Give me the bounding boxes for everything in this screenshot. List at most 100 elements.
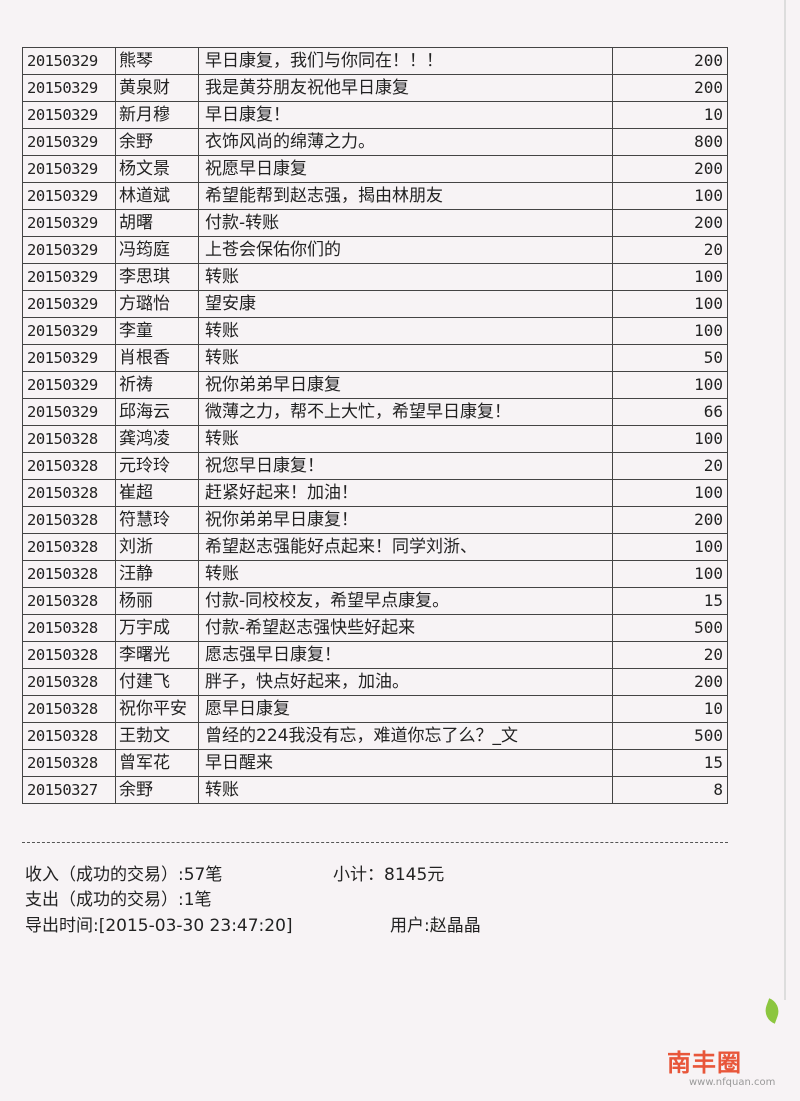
message-cell: 衣饰风尚的绵薄之力。	[198, 128, 613, 156]
message-cell: 希望能帮到赵志强，揭由林朋友	[198, 182, 613, 210]
amount-cell: 100	[612, 533, 728, 561]
dashed-divider	[22, 842, 728, 843]
table-row: 20150329 冯筠庭 上苍会保佑你们的 20	[22, 236, 728, 264]
date-cell: 20150328	[22, 560, 116, 588]
amount-cell: 200	[612, 209, 728, 237]
message-cell: 微薄之力，帮不上大忙，希望早日康复！	[198, 398, 613, 426]
table-row: 20150329 熊琴 早日康复，我们与你同在！！！ 200	[22, 47, 728, 75]
amount-cell: 100	[612, 560, 728, 588]
date-cell: 20150328	[22, 479, 116, 507]
name-cell: 冯筠庭	[115, 236, 199, 264]
message-cell: 转账	[198, 425, 613, 453]
subtotal: 小计：8145元	[333, 865, 445, 885]
message-cell: 早日康复！	[198, 101, 613, 129]
message-cell: 转账	[198, 344, 613, 372]
amount-cell: 100	[612, 263, 728, 291]
message-cell: 曾经的224我没有忘，难道你忘了么？_文	[198, 722, 613, 750]
table-row: 20150328 龚鸿凌 转账 100	[22, 425, 728, 453]
message-cell: 上苍会保佑你们的	[198, 236, 613, 264]
table-row: 20150329 林道斌 希望能帮到赵志强，揭由林朋友 100	[22, 182, 728, 210]
name-cell: 王勃文	[115, 722, 199, 750]
message-cell: 转账	[198, 263, 613, 291]
message-cell: 我是黄芬朋友祝他早日康复	[198, 74, 613, 102]
message-cell: 望安康	[198, 290, 613, 318]
amount-cell: 800	[612, 128, 728, 156]
table-row: 20150328 杨丽 付款-同校校友，希望早点康复。 15	[22, 587, 728, 615]
amount-cell: 20	[612, 641, 728, 669]
amount-cell: 200	[612, 506, 728, 534]
name-cell: 余野	[115, 776, 199, 804]
date-cell: 20150329	[22, 47, 116, 75]
name-cell: 李曙光	[115, 641, 199, 669]
amount-cell: 10	[612, 101, 728, 129]
table-row: 20150329 李思琪 转账 100	[22, 263, 728, 291]
name-cell: 万宇成	[115, 614, 199, 642]
table-row: 20150328 王勃文 曾经的224我没有忘，难道你忘了么？_文 500	[22, 722, 728, 750]
name-cell: 龚鸿凌	[115, 425, 199, 453]
name-cell: 方璐怡	[115, 290, 199, 318]
table-row: 20150329 祈祷 祝你弟弟早日康复 100	[22, 371, 728, 399]
date-cell: 20150328	[22, 749, 116, 777]
table-row: 20150329 黄泉财 我是黄芬朋友祝他早日康复 200	[22, 74, 728, 102]
table-row: 20150328 崔超 赶紧好起来！加油！ 100	[22, 479, 728, 507]
date-cell: 20150329	[22, 155, 116, 183]
name-cell: 黄泉财	[115, 74, 199, 102]
table-row: 20150328 李曙光 愿志强早日康复！ 20	[22, 641, 728, 669]
message-cell: 祝您早日康复！	[198, 452, 613, 480]
expense-summary: 支出（成功的交易）:1笔	[25, 890, 212, 910]
amount-cell: 100	[612, 479, 728, 507]
amount-cell: 15	[612, 749, 728, 777]
message-cell: 希望赵志强能好点起来！同学刘浙、	[198, 533, 613, 561]
name-cell: 李思琪	[115, 263, 199, 291]
date-cell: 20150328	[22, 506, 116, 534]
amount-cell: 500	[612, 614, 728, 642]
message-cell: 早日康复，我们与你同在！！！	[198, 47, 613, 75]
table-row: 20150328 万宇成 付款-希望赵志强快些好起来 500	[22, 614, 728, 642]
table-row: 20150327 余野 转账 8	[22, 776, 728, 804]
table-row: 20150329 杨文景 祝愿早日康复 200	[22, 155, 728, 183]
message-cell: 愿志强早日康复！	[198, 641, 613, 669]
message-cell: 转账	[198, 560, 613, 588]
name-cell: 祈祷	[115, 371, 199, 399]
message-cell: 祝愿早日康复	[198, 155, 613, 183]
amount-cell: 200	[612, 74, 728, 102]
date-cell: 20150328	[22, 695, 116, 723]
table-row: 20150328 祝你平安 愿早日康复 10	[22, 695, 728, 723]
message-cell: 愿早日康复	[198, 695, 613, 723]
amount-cell: 200	[612, 47, 728, 75]
amount-cell: 50	[612, 344, 728, 372]
name-cell: 杨文景	[115, 155, 199, 183]
message-cell: 付款-同校校友，希望早点康复。	[198, 587, 613, 615]
date-cell: 20150329	[22, 317, 116, 345]
message-cell: 付款-希望赵志强快些好起来	[198, 614, 613, 642]
name-cell: 刘浙	[115, 533, 199, 561]
amount-cell: 200	[612, 155, 728, 183]
table-row: 20150329 肖根香 转账 50	[22, 344, 728, 372]
amount-cell: 200	[612, 668, 728, 696]
date-cell: 20150329	[22, 398, 116, 426]
date-cell: 20150329	[22, 344, 116, 372]
message-cell: 付款-转账	[198, 209, 613, 237]
message-cell: 祝你弟弟早日康复	[198, 371, 613, 399]
amount-cell: 15	[612, 587, 728, 615]
table-row: 20150328 曾军花 早日醒来 15	[22, 749, 728, 777]
date-cell: 20150328	[22, 722, 116, 750]
page-edge	[784, 0, 786, 1000]
table-row: 20150329 方璐怡 望安康 100	[22, 290, 728, 318]
name-cell: 邱海云	[115, 398, 199, 426]
name-cell: 林道斌	[115, 182, 199, 210]
watermark-text: 南丰圈	[667, 1049, 742, 1077]
amount-cell: 66	[612, 398, 728, 426]
message-cell: 赶紧好起来！加油！	[198, 479, 613, 507]
name-cell: 汪静	[115, 560, 199, 588]
leaf-icon	[761, 998, 783, 1024]
date-cell: 20150328	[22, 587, 116, 615]
amount-cell: 10	[612, 695, 728, 723]
watermark-logo: 南丰圈 www.nfquan.com	[655, 998, 795, 1095]
date-cell: 20150328	[22, 641, 116, 669]
transaction-table: 20150329 熊琴 早日康复，我们与你同在！！！ 200 20150329 黄泉财 我是…	[22, 47, 728, 804]
name-cell: 胡曙	[115, 209, 199, 237]
date-cell: 20150329	[22, 371, 116, 399]
table-row: 20150329 胡曙 付款-转账 200	[22, 209, 728, 237]
name-cell: 祝你平安	[115, 695, 199, 723]
